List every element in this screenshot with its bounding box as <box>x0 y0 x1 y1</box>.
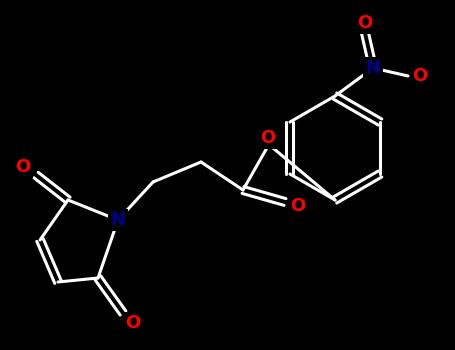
Text: O: O <box>357 14 373 32</box>
Text: O: O <box>260 129 276 147</box>
Text: O: O <box>412 67 428 85</box>
Text: O: O <box>126 314 141 332</box>
Text: N: N <box>111 211 126 229</box>
Text: N: N <box>365 59 380 77</box>
Text: O: O <box>290 197 306 215</box>
Text: O: O <box>15 158 30 176</box>
